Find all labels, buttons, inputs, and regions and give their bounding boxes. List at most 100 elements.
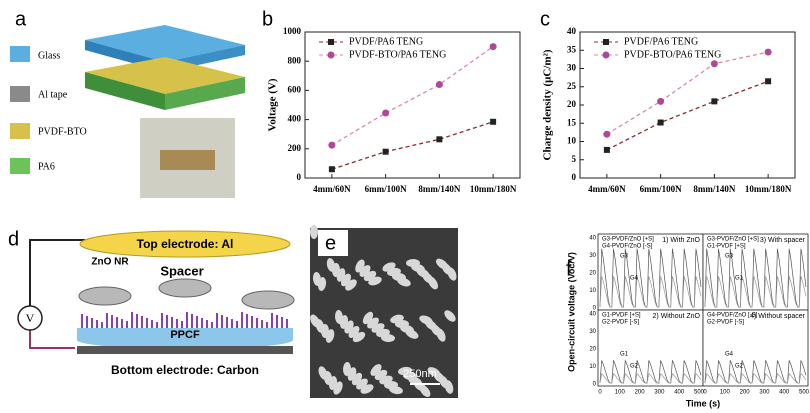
plot-frame [304, 31, 521, 179]
y-tick-label: 40 [589, 236, 596, 242]
subplot-frame [597, 233, 704, 311]
nanorods [81, 312, 288, 331]
x-tick-label: 4mm/60N [588, 184, 626, 194]
legend-text: G3-PVDF/ZnO [+S] [707, 237, 759, 243]
sem-rod [435, 258, 449, 270]
sem-rod [318, 366, 328, 380]
legend-text: G1-PVDF [+S] [602, 313, 641, 319]
legend-text: PVDF/PA6 TENG [349, 36, 423, 47]
annotation: G3 [620, 254, 629, 260]
y-tick-label: 20 [589, 271, 596, 277]
wire [29, 239, 85, 306]
legend-text: G3-PVDF/ZnO [+S] [602, 237, 654, 243]
marker [603, 130, 611, 138]
sem-rod [334, 310, 344, 324]
scale-bar-label: 250nm [403, 368, 437, 380]
y-tick-label: 1000 [283, 26, 302, 36]
legend-text: PA6 [38, 161, 55, 172]
x-tick-label: 400 [779, 390, 790, 396]
sem-rod [367, 317, 379, 329]
y-tick-label: 0 [572, 172, 577, 182]
legend-cube [10, 46, 30, 62]
waveform [704, 248, 807, 308]
y-tick-label: 40 [567, 26, 577, 36]
sem-rod [342, 362, 352, 376]
x-tick-label: 8mm/140N [693, 184, 735, 194]
pa6-side [85, 72, 165, 110]
x-tick-label: 300 [654, 390, 665, 396]
sem-rod [398, 366, 412, 376]
y-tick-label: 35 [567, 44, 577, 54]
x-tick-label: 6mm/100N [365, 184, 407, 194]
y-tick-label: 400 [288, 114, 302, 124]
annotation: G4 [725, 352, 734, 358]
panel-f: f Open-circuit voltage (Voc/V) Time (s) … [566, 233, 810, 408]
y-tick-label: 10 [567, 136, 577, 146]
y-axis-label: Open-circuit voltage (Voc/V) [566, 252, 576, 372]
sem-rod [345, 279, 357, 291]
panel-e: e 250nm [310, 225, 458, 398]
annotation: G4 [630, 276, 639, 282]
label: ZnO NR [91, 257, 129, 268]
subplot-frame [702, 309, 809, 387]
sem-rod [312, 272, 322, 286]
y-tick-label: 600 [288, 84, 302, 94]
sem-rod [390, 314, 404, 324]
pa6-side [165, 77, 245, 110]
series-line [606, 80, 769, 151]
waveform [599, 248, 702, 308]
marker [603, 146, 610, 153]
marker [765, 78, 772, 85]
x-tick-label: 0 [598, 390, 602, 396]
marker [764, 48, 772, 56]
legend-cube [10, 158, 30, 174]
y-tick-label: 200 [288, 143, 302, 153]
annotation: G2 [735, 364, 744, 370]
x-tick-label: 8mm/140N [418, 184, 460, 194]
marker [657, 97, 665, 105]
legend-text: G2-PVDF [-S] [602, 320, 639, 326]
marker [436, 136, 443, 143]
y-tick-label: 5 [572, 154, 577, 164]
x-tick-label: 200 [740, 390, 751, 396]
y-tick-label: 20 [567, 99, 577, 109]
waveform [704, 360, 807, 384]
y-tick-label: 30 [589, 329, 596, 335]
subplot-frame [597, 309, 704, 387]
sem-rod [310, 314, 320, 328]
y-tick-label: 0 [593, 382, 597, 388]
y-tick-label: 0 [297, 172, 302, 182]
pvdf-layer [85, 57, 245, 94]
x-tick-label: 200 [635, 390, 646, 396]
label: Top electrode: Al [137, 237, 234, 251]
x-tick-label: 500 [799, 390, 810, 396]
sem-rod [406, 258, 420, 268]
x-tick-label: 300 [759, 390, 770, 396]
sem-rod [427, 367, 441, 377]
marker [328, 166, 335, 173]
sem-rod [419, 315, 433, 325]
y-tick-label: 40 [589, 312, 596, 318]
y-tick-label: 10 [589, 364, 596, 370]
panel-label: a [15, 8, 27, 30]
waveform [704, 276, 807, 308]
subplot-title: 2) Without ZnO [653, 313, 701, 320]
marker [382, 109, 390, 117]
label-box [318, 230, 348, 256]
legend-text: G4-PVDF/ZnO [-S] [707, 313, 758, 319]
marker [382, 148, 389, 155]
marker [490, 118, 497, 125]
sem-rod [362, 311, 374, 325]
x-tick-label: 400 [674, 390, 685, 396]
label: PPCF [170, 329, 200, 341]
legend-marker [328, 39, 334, 45]
legend-text: PVDF-BTO/PA6 TENG [349, 49, 446, 60]
subplot-title: 3) With spacer [760, 237, 806, 244]
marker [435, 81, 443, 89]
y-tick-label: 10 [589, 288, 596, 294]
series-line [331, 46, 494, 146]
ppcf [77, 328, 293, 340]
y-tick-label: 0 [593, 306, 597, 312]
legend-marker [603, 39, 609, 45]
